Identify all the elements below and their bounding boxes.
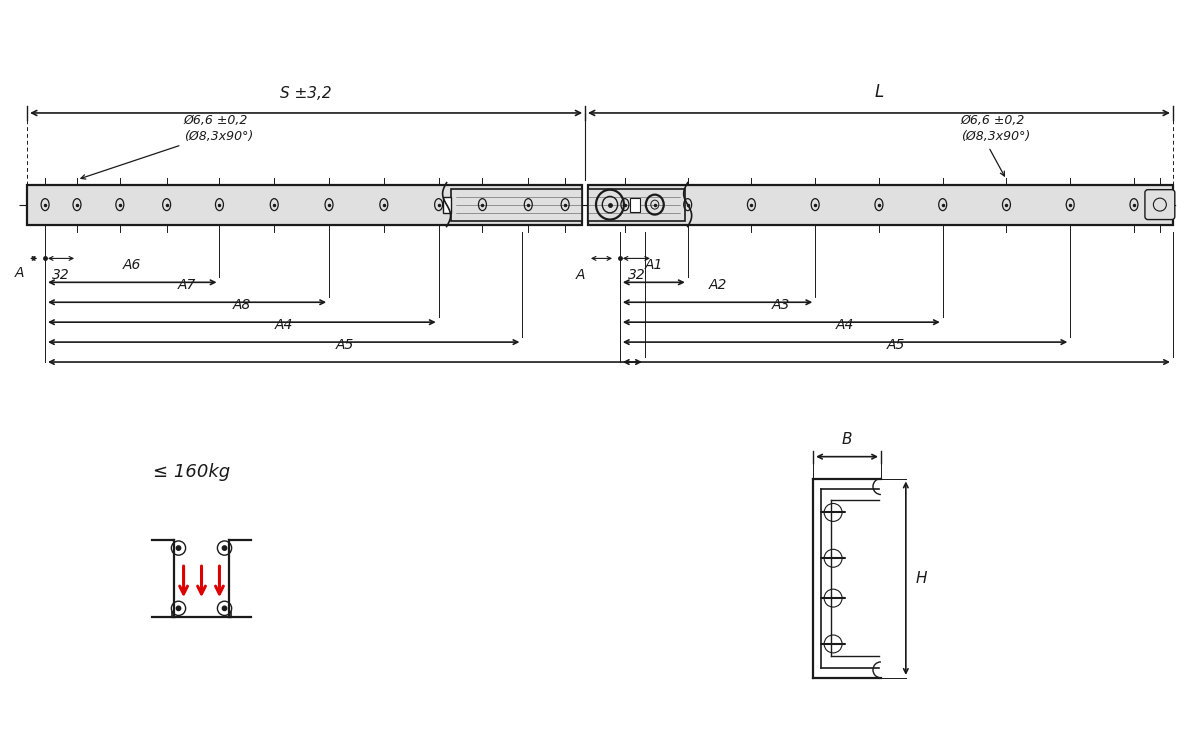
Text: ≤ 160kg: ≤ 160kg — [152, 462, 230, 481]
Text: A8: A8 — [233, 298, 251, 312]
Text: A5: A5 — [336, 338, 354, 352]
Text: Ø6,6 ±0,2
(Ø8,3x90°): Ø6,6 ±0,2 (Ø8,3x90°) — [184, 114, 253, 143]
Text: A5: A5 — [887, 338, 906, 352]
Text: H: H — [916, 571, 928, 586]
Circle shape — [176, 606, 181, 611]
Text: A7: A7 — [178, 278, 197, 292]
Bar — [28, 185, 582, 225]
FancyBboxPatch shape — [1145, 189, 1175, 219]
Circle shape — [222, 606, 227, 611]
Text: L: L — [875, 83, 883, 101]
Bar — [588, 189, 685, 220]
Text: 32: 32 — [52, 269, 70, 283]
Circle shape — [176, 546, 181, 550]
Text: A1: A1 — [644, 258, 662, 272]
Text: A6: A6 — [124, 258, 142, 272]
Bar — [588, 185, 1172, 225]
Bar — [450, 189, 582, 220]
Text: A3: A3 — [772, 298, 791, 312]
Text: A: A — [14, 266, 24, 280]
Circle shape — [222, 546, 227, 550]
Text: A4: A4 — [836, 318, 854, 332]
Bar — [630, 197, 640, 211]
Text: A2: A2 — [708, 278, 727, 292]
Text: 32: 32 — [628, 269, 646, 283]
Text: A: A — [575, 269, 584, 283]
Text: B: B — [842, 432, 852, 447]
Text: Ø6,6 ±0,2
(Ø8,3x90°): Ø6,6 ±0,2 (Ø8,3x90°) — [961, 114, 1030, 143]
Bar — [443, 197, 450, 213]
Text: S ±3,2: S ±3,2 — [281, 86, 332, 101]
Text: A4: A4 — [275, 318, 293, 332]
